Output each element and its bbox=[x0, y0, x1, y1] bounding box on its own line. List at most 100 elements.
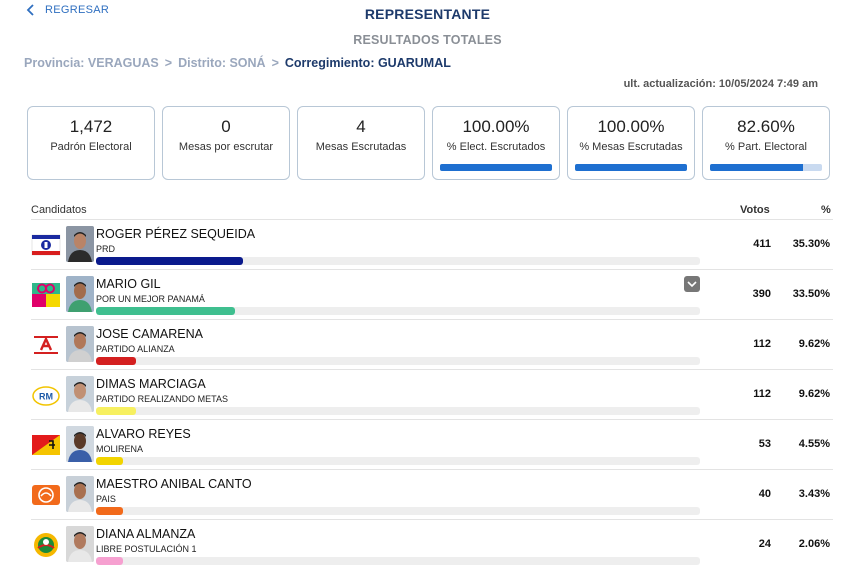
candidate-percent: 9.62% bbox=[798, 388, 830, 400]
candidate-percent: 2.06% bbox=[798, 538, 830, 550]
vote-share-fill bbox=[96, 307, 236, 315]
back-button[interactable]: REGRESAR bbox=[26, 4, 109, 16]
breadcrumb-separator: > bbox=[271, 56, 279, 70]
candidate-votes: 411 bbox=[753, 238, 771, 250]
candidate-votes: 390 bbox=[752, 288, 771, 300]
stat-progress-fill bbox=[440, 164, 552, 171]
stat-label: Padrón Electoral bbox=[50, 141, 132, 153]
stat-progress-bar bbox=[710, 164, 822, 171]
breadcrumb-separator: > bbox=[164, 56, 173, 70]
breadcrumb-provincia[interactable]: Provincia: VERAGUAS bbox=[24, 56, 159, 70]
candidate-name: MAESTRO ANIBAL CANTO bbox=[96, 477, 252, 491]
vote-share-bar bbox=[96, 507, 700, 515]
candidate-votes: 112 bbox=[753, 388, 771, 400]
vote-share-bar bbox=[96, 457, 700, 465]
pump-logo-icon bbox=[31, 282, 61, 308]
stat-label: % Part. Electoral bbox=[725, 141, 807, 153]
stat-value: 4 bbox=[356, 117, 366, 136]
vote-share-bar bbox=[96, 557, 700, 565]
candidate-percent: 9.62% bbox=[798, 338, 830, 350]
candidate-row[interactable]: ROGER PÉREZ SEQUEIDA PRD 411 35.30% bbox=[31, 219, 833, 269]
alianza-logo-icon bbox=[31, 332, 61, 358]
vote-share-fill bbox=[96, 507, 124, 515]
chevron-down-icon bbox=[687, 281, 697, 288]
rm-logo-icon: RM bbox=[31, 382, 61, 408]
stat-progress-bar bbox=[575, 164, 687, 171]
candidate-row[interactable]: JOSE CAMARENA PARTIDO ALIANZA 112 9.62% bbox=[31, 319, 833, 369]
stat-value: 100.00% bbox=[462, 117, 530, 136]
candidate-photo bbox=[66, 476, 94, 512]
stat-progress-fill bbox=[710, 164, 803, 171]
vote-share-bar bbox=[96, 357, 700, 365]
page-subtitle: RESULTADOS TOTALES bbox=[353, 33, 502, 47]
candidate-photo bbox=[66, 426, 94, 462]
candidate-row[interactable]: MAESTRO ANIBAL CANTO PAIS 40 3.43% bbox=[31, 469, 833, 519]
candidate-list: ROGER PÉREZ SEQUEIDA PRD 411 35.30% MARIO G… bbox=[31, 219, 833, 569]
candidate-party: PARTIDO REALIZANDO METAS bbox=[96, 394, 229, 404]
breadcrumb-corregimiento: Corregimiento: GUARUMAL bbox=[284, 56, 451, 70]
stat-card: 4 Mesas Escrutadas bbox=[297, 106, 425, 180]
vote-share-fill bbox=[96, 357, 136, 365]
stat-card: 0 Mesas por escrutar bbox=[162, 106, 290, 180]
stat-card: 82.60% % Part. Electoral bbox=[702, 106, 830, 180]
stats-panel: 1,472 Padrón Electoral 0 Mesas por escrutar… bbox=[27, 106, 830, 180]
col-pct: % bbox=[821, 204, 831, 216]
stat-value: 1,472 bbox=[69, 117, 113, 136]
candidate-percent: 4.55% bbox=[798, 438, 830, 450]
candidate-row[interactable]: DIANA ALMANZA LIBRE POSTULACIÓN 1 24 2.06% bbox=[31, 519, 833, 569]
stat-value: 0 bbox=[221, 117, 231, 136]
candidate-photo bbox=[66, 376, 94, 412]
candidate-name: DIMAS MARCIAGA bbox=[96, 377, 206, 391]
candidate-name: JOSE CAMARENA bbox=[96, 327, 203, 341]
stat-value: 100.00% bbox=[597, 117, 665, 136]
candidate-votes: 24 bbox=[758, 538, 771, 550]
candidate-party: PAIS bbox=[96, 494, 116, 504]
molirena-logo-icon bbox=[31, 432, 61, 458]
svg-text:RM: RM bbox=[39, 392, 53, 402]
stat-card: 1,472 Padrón Electoral bbox=[27, 106, 155, 180]
candidate-row[interactable]: MARIO GIL POR UN MEJOR PANAMÁ 390 33.50% bbox=[31, 269, 833, 319]
candidate-name: ALVARO REYES bbox=[96, 427, 191, 441]
candidate-votes: 112 bbox=[753, 338, 771, 350]
vote-share-bar bbox=[96, 307, 700, 315]
candidate-percent: 3.43% bbox=[798, 488, 830, 500]
pais-logo-icon bbox=[31, 482, 61, 508]
table-header: Candidatos Votos % bbox=[31, 204, 831, 220]
candidate-party: PARTIDO ALIANZA bbox=[96, 344, 175, 354]
expand-button[interactable] bbox=[684, 276, 700, 292]
chevron-left-icon bbox=[26, 4, 34, 16]
stat-label: % Elect. Escrutados bbox=[446, 141, 546, 153]
back-label: REGRESAR bbox=[45, 4, 110, 16]
stat-value: 82.60% bbox=[737, 117, 795, 136]
vote-share-fill bbox=[96, 257, 243, 265]
candidate-photo bbox=[66, 226, 94, 262]
candidate-name: MARIO GIL bbox=[96, 277, 161, 291]
stat-progress-fill bbox=[575, 164, 687, 171]
candidate-photo bbox=[66, 526, 94, 562]
stat-card: 100.00% % Elect. Escrutados bbox=[432, 106, 560, 180]
candidate-row[interactable]: ALVARO REYES MOLIRENA 53 4.55% bbox=[31, 419, 833, 469]
vote-share-fill bbox=[96, 457, 124, 465]
candidate-party: LIBRE POSTULACIÓN 1 bbox=[96, 544, 197, 554]
candidate-party: MOLIRENA bbox=[96, 444, 144, 454]
stat-label: Mesas por escrutar bbox=[178, 141, 274, 153]
candidate-photo bbox=[66, 326, 94, 362]
col-candidates: Candidatos bbox=[31, 204, 87, 216]
candidate-row[interactable]: RM DIMAS MARCIAGA PARTIDO REALIZANDO META… bbox=[31, 369, 833, 419]
candidate-votes: 53 bbox=[758, 438, 771, 450]
vote-share-bar bbox=[96, 257, 700, 265]
last-updated: ult. actualización: 10/05/2024 7:49 am bbox=[623, 78, 818, 90]
breadcrumb-distrito[interactable]: Distrito: SONÁ bbox=[178, 56, 266, 70]
stat-label: % Mesas Escrutadas bbox=[579, 141, 683, 153]
vote-share-fill bbox=[96, 557, 124, 565]
breadcrumb: Provincia: VERAGUAS > Distrito: SONÁ > Corre… bbox=[24, 56, 451, 70]
vote-share-fill bbox=[96, 407, 136, 415]
candidate-percent: 33.50% bbox=[792, 288, 830, 300]
candidate-photo bbox=[66, 276, 94, 312]
stat-label: Mesas Escrutadas bbox=[315, 141, 407, 153]
candidate-votes: 40 bbox=[758, 488, 771, 500]
col-votes: Votos bbox=[740, 204, 770, 216]
candidate-name: DIANA ALMANZA bbox=[96, 527, 196, 541]
stat-card: 100.00% % Mesas Escrutadas bbox=[567, 106, 695, 180]
prd-logo-icon bbox=[31, 232, 61, 258]
